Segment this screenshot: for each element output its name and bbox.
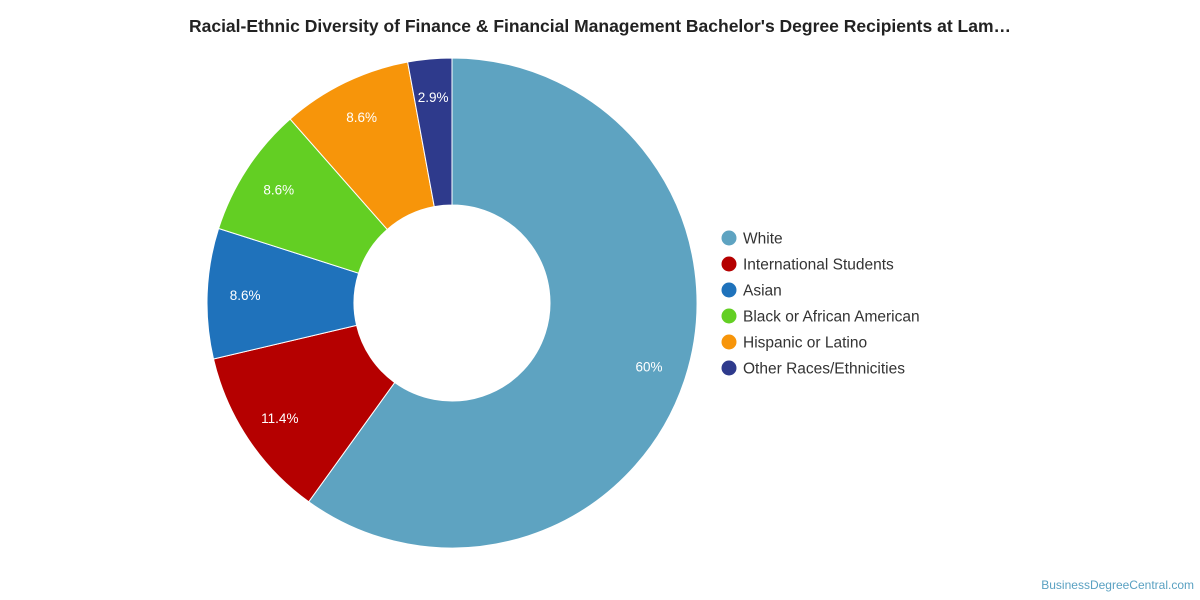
legend-item-black-or-african-american[interactable]: Black or African American — [721, 308, 920, 326]
chart-slices — [206, 57, 698, 549]
chart-slice-labels: 60% 11.4% 8.6% 8.6% 8.6% 2.9% — [230, 90, 663, 426]
slice-label-asian: 8.6% — [230, 288, 261, 303]
slice-label-black-or-african-american: 8.6% — [263, 183, 294, 198]
legend-item-hispanic-or-latino[interactable]: Hispanic or Latino — [721, 334, 868, 352]
slice-label-international-students: 11.4% — [261, 411, 298, 426]
legend-item-international-students[interactable]: International Students — [721, 256, 895, 274]
slice-label-white: 60% — [635, 360, 662, 375]
legend-swatch — [721, 308, 737, 324]
legend-swatch — [721, 360, 737, 376]
watermark: BusinessDegreeCentral.com — [1041, 578, 1194, 592]
legend-label: International Students — [743, 257, 894, 274]
legend-item-white[interactable]: White — [721, 230, 783, 248]
legend-label: Other Races/Ethnicities — [743, 361, 905, 378]
slice-label-hispanic-or-latino: 8.6% — [346, 110, 377, 125]
legend-item-other-races-ethnicities[interactable]: Other Races/Ethnicities — [721, 360, 906, 378]
legend-item-asian[interactable]: Asian — [721, 282, 782, 300]
slice-white — [308, 57, 698, 549]
legend-swatch — [721, 282, 737, 298]
legend-label: Asian — [743, 283, 782, 300]
legend-label: White — [743, 231, 783, 248]
slice-other-races-ethnicities — [407, 57, 453, 208]
chart-title: Racial-Ethnic Diversity of Finance & Fin… — [188, 16, 1012, 36]
legend-swatch — [721, 256, 737, 272]
legend-swatch — [721, 230, 737, 246]
legend-label: Hispanic or Latino — [743, 335, 867, 352]
legend-label: Black or African American — [743, 309, 920, 326]
chart-legend: White International Students Asian Black or… — [721, 230, 920, 378]
legend-swatch — [721, 334, 737, 350]
slice-label-other-races-ethnicities: 2.9% — [418, 90, 449, 105]
slice-international-students — [212, 324, 396, 503]
